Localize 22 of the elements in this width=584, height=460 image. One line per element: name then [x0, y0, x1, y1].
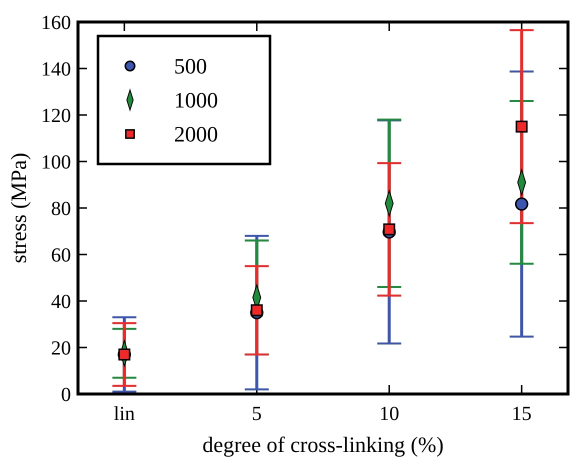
- x-axis-title: degree of cross-linking (%): [202, 432, 444, 457]
- point: [516, 120, 528, 133]
- y-tick-label: 40: [51, 291, 71, 313]
- point: [514, 197, 528, 211]
- y-tick-label: 20: [51, 338, 71, 360]
- legend-label: 2000: [174, 122, 218, 147]
- x-tick-label: lin: [114, 403, 135, 425]
- point: [383, 223, 396, 236]
- y-tick-label: 60: [51, 244, 71, 266]
- legend-label: 500: [174, 54, 207, 79]
- x-tick-label: 5: [252, 403, 262, 425]
- y-tick-label: 140: [41, 58, 71, 80]
- point: [250, 304, 263, 316]
- y-tick-label: 100: [41, 152, 71, 174]
- y-axis-title: stress (MPa): [6, 152, 31, 264]
- y-tick-label: 0: [61, 384, 71, 406]
- legend-label: 1000: [174, 88, 218, 113]
- y-tick-label: 120: [41, 105, 71, 127]
- y-tick-label: 80: [51, 198, 71, 220]
- x-tick-label: 10: [379, 403, 400, 425]
- x-tick-label: 15: [512, 403, 532, 425]
- y-tick-label: 160: [41, 12, 71, 34]
